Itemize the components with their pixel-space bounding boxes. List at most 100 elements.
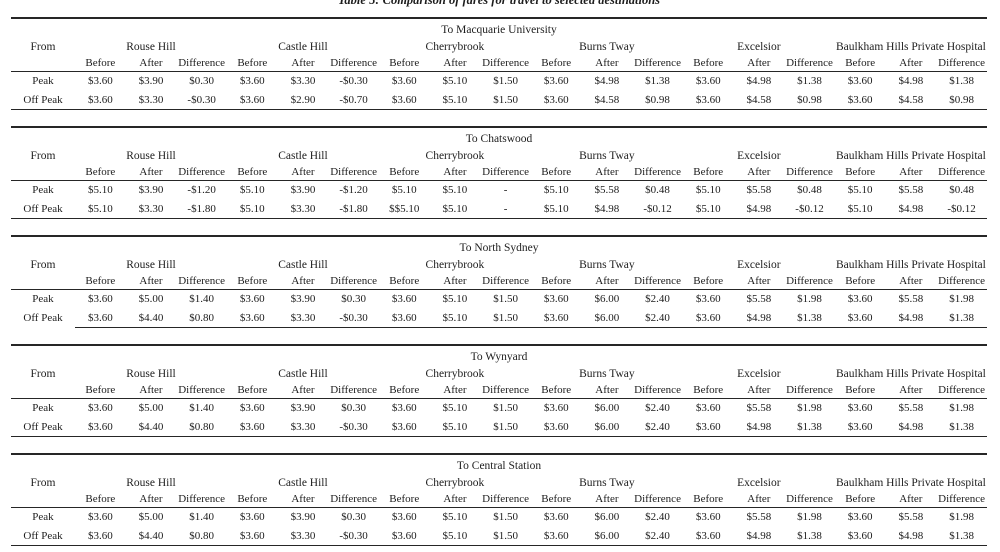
row-label: Peak bbox=[32, 402, 54, 415]
subcolumn-header: Difference bbox=[632, 164, 683, 181]
fare-cell: $3.60 bbox=[847, 293, 873, 306]
fare-cell: $1.50 bbox=[480, 526, 531, 546]
subcolumn-header: After bbox=[125, 164, 177, 181]
table-row: Peak $3.60 $5.00 $1.40 $3.60 $3.90 $0.30 $3.60 $… bbox=[11, 290, 987, 309]
fare-cell: $4.98 bbox=[594, 75, 620, 88]
fare-cell: $6.00 bbox=[594, 402, 620, 415]
fare-cell: $1.50 bbox=[480, 90, 531, 110]
subcolumn-header: Difference bbox=[328, 273, 379, 290]
subcolumn-header: Before bbox=[226, 164, 278, 181]
row-label: Peak bbox=[32, 75, 54, 88]
fare-cell: $4.58 bbox=[733, 90, 785, 110]
group-header: Burns Tway bbox=[579, 149, 635, 162]
subcolumn-header: Difference bbox=[176, 382, 227, 399]
fare-cell: $0.80 bbox=[176, 308, 227, 328]
fare-cell: -$0.12 bbox=[936, 199, 987, 219]
group-header: Burns Tway bbox=[579, 258, 635, 271]
table-body: Peak $3.60 $3.90 $0.30 $3.60 $3.30 -$0.30 $3.60… bbox=[11, 72, 987, 110]
subcolumn-header: Before bbox=[530, 273, 582, 290]
fare-cell: $5.10 bbox=[429, 199, 481, 219]
group-header: Burns Tway bbox=[579, 40, 635, 53]
fare-cell: -$1.80 bbox=[328, 199, 379, 219]
fare-cell: $3.30 bbox=[277, 199, 329, 219]
fare-cell: $1.50 bbox=[480, 308, 531, 328]
group-header: Castle Hill bbox=[278, 476, 328, 489]
fare-cell: $5.58 bbox=[746, 511, 772, 524]
fare-cell: $3.90 bbox=[290, 293, 316, 306]
subcolumn-header: Difference bbox=[784, 382, 835, 399]
subcolumn-header: After bbox=[429, 164, 481, 181]
subcolumn-header: Difference bbox=[936, 164, 987, 181]
fare-cell: $3.60 bbox=[75, 90, 126, 110]
fare-cell: $3.60 bbox=[239, 402, 265, 415]
subcolumn-header: After bbox=[277, 55, 329, 72]
subcolumn-header: After bbox=[429, 491, 481, 508]
row-label: Off Peak bbox=[11, 526, 75, 546]
row-label: Off Peak bbox=[11, 90, 75, 110]
fare-table-block: To Chatswood From Rouse Hill Castle Hill Che… bbox=[11, 126, 987, 219]
subcolumn-header: Before bbox=[75, 55, 126, 72]
subcolumn-header: Difference bbox=[936, 55, 987, 72]
table-body: Peak $3.60 $5.00 $1.40 $3.60 $3.90 $0.30 $3.60 $… bbox=[11, 399, 987, 437]
table-body: Peak $5.10 $3.90 -$1.20 $5.10 $3.90 -$1.20 $5.1… bbox=[11, 181, 987, 219]
fare-cell: $5.10 bbox=[442, 402, 468, 415]
subcolumn-header: Before bbox=[530, 491, 582, 508]
group-header-row: From Rouse Hill Castle Hill Cherrybrook Burn… bbox=[11, 256, 987, 273]
group-header: Burns Tway bbox=[579, 367, 635, 380]
subcolumn-header: After bbox=[125, 382, 177, 399]
fare-cell: $3.60 bbox=[75, 308, 126, 328]
fare-table-block: To Wynyard From Rouse Hill Castle Hill Cherr… bbox=[11, 344, 987, 437]
subcolumn-header: After bbox=[581, 164, 633, 181]
fare-cell: $5.58 bbox=[746, 184, 772, 197]
group-header: Excelsior bbox=[737, 476, 781, 489]
row-label: Peak bbox=[32, 293, 54, 306]
fare-cell: $3.60 bbox=[834, 308, 886, 328]
destination-row: To Central Station bbox=[11, 455, 987, 474]
group-header: Baulkham Hills Private Hospital bbox=[836, 476, 986, 489]
fare-cell: $0.98 bbox=[936, 90, 987, 110]
fare-cell: $0.48 bbox=[645, 184, 670, 197]
destination-heading: To North Sydney bbox=[459, 241, 539, 254]
subcolumn-header: Before bbox=[378, 273, 430, 290]
fare-cell: $3.30 bbox=[125, 199, 177, 219]
fare-cell: $5.10 bbox=[442, 75, 468, 88]
fare-cell: $6.00 bbox=[581, 308, 633, 328]
fare-cell: $4.40 bbox=[125, 308, 177, 328]
fare-cell: $3.60 bbox=[543, 402, 569, 415]
destination-row: To Wynyard bbox=[11, 346, 987, 365]
fare-cell: $3.60 bbox=[87, 75, 113, 88]
fare-cell: $0.30 bbox=[341, 293, 366, 306]
fare-cell: $1.98 bbox=[949, 402, 974, 415]
subcolumn-header: Before bbox=[682, 382, 734, 399]
subcolumn-header: Before bbox=[226, 491, 278, 508]
fare-cell: $1.38 bbox=[949, 75, 974, 88]
fare-cell: $3.60 bbox=[682, 526, 734, 546]
fare-cell: $3.60 bbox=[87, 511, 113, 524]
from-spacer bbox=[11, 382, 75, 399]
subcolumn-header: Before bbox=[682, 273, 734, 290]
fare-cell: $0.30 bbox=[341, 402, 366, 415]
subcolumn-header: After bbox=[429, 55, 481, 72]
fare-cell: $3.60 bbox=[391, 75, 417, 88]
subcolumn-header: Difference bbox=[328, 55, 379, 72]
subcolumn-header: Before bbox=[530, 164, 582, 181]
group-header: Excelsior bbox=[737, 258, 781, 271]
fare-cell: $3.60 bbox=[530, 526, 582, 546]
fare-cell: $3.60 bbox=[391, 402, 417, 415]
group-header: Castle Hill bbox=[278, 258, 328, 271]
fare-cell: $1.38 bbox=[797, 75, 822, 88]
group-header-row: From Rouse Hill Castle Hill Cherrybrook Burn… bbox=[11, 474, 987, 491]
fare-cell: $4.98 bbox=[898, 75, 924, 88]
subcolumn-header: Difference bbox=[936, 273, 987, 290]
fare-cell: $2.40 bbox=[632, 308, 683, 328]
fare-cell: -$0.70 bbox=[328, 90, 379, 110]
fare-cell: $6.00 bbox=[581, 417, 633, 437]
fare-cell: $1.50 bbox=[493, 402, 518, 415]
fare-cell: $5.58 bbox=[746, 402, 772, 415]
fare-cell: $4.98 bbox=[885, 526, 937, 546]
destination-row: To Macquarie University bbox=[11, 19, 987, 38]
subcolumn-header: Before bbox=[226, 55, 278, 72]
fare-table: To Chatswood From Rouse Hill Castle Hill Che… bbox=[11, 128, 987, 219]
group-header: Rouse Hill bbox=[126, 367, 176, 380]
fare-cell: -$0.12 bbox=[784, 199, 835, 219]
